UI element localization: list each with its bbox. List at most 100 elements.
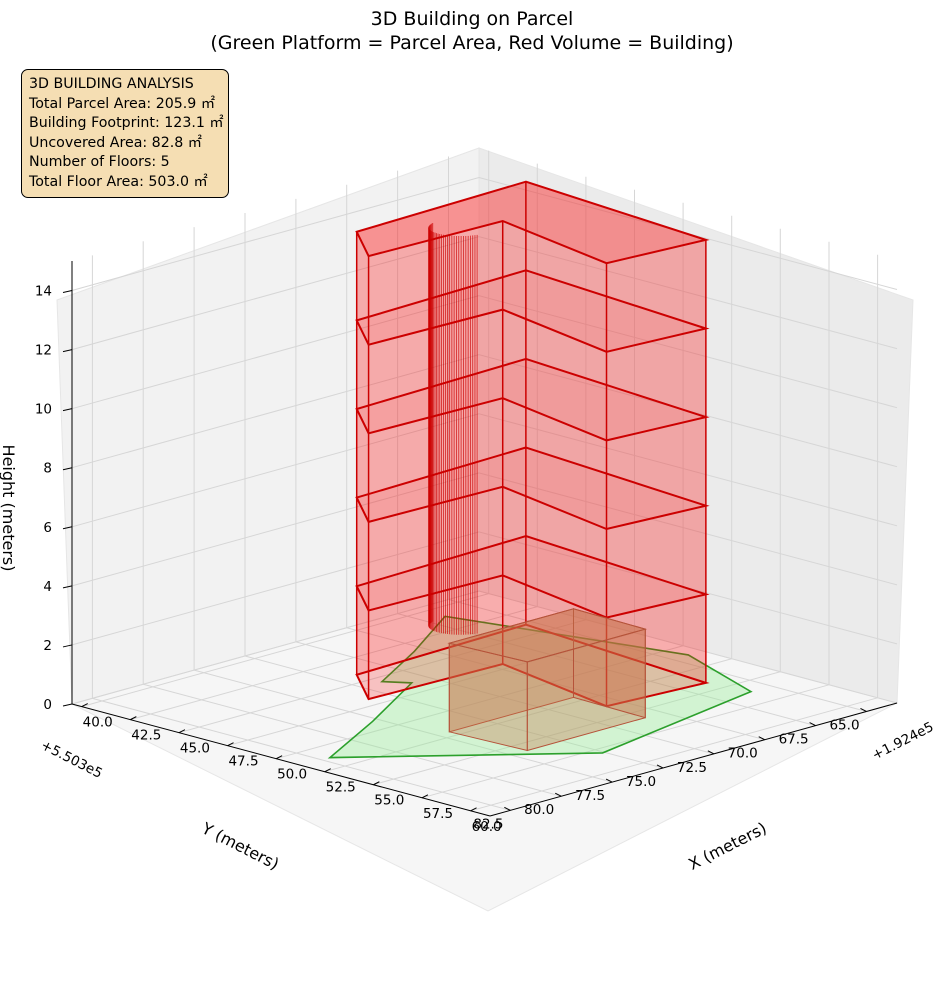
building-wall [356,231,369,345]
y-tick-label: 82.5 [473,816,503,832]
chart-title-line1: 3D Building on Parcel [371,8,574,30]
y-tick-mark [860,708,867,712]
x-tick-label: 40.0 [83,715,113,731]
building-wall [525,270,706,418]
z-tick-label: 12 [35,343,52,359]
info-line: Building Footprint: 123.1 ㎡ [29,115,224,132]
info-line: Total Parcel Area: 205.9 ㎡ [29,95,216,112]
z-gridline [71,295,898,410]
y-tick-label: 80.0 [524,802,554,818]
x-tick-label: 47.5 [228,754,258,770]
z-tick-label: 14 [35,284,52,300]
building-wall [525,536,706,683]
x-tick-label: 42.5 [131,728,161,744]
x-tick-mark [227,742,234,747]
axis-lines [71,261,898,817]
z-tick-label: 0 [43,697,52,713]
z-gridline [71,354,898,469]
y-tick-mark [656,764,664,769]
building-wall [368,575,503,700]
ground-block-top [447,608,648,663]
y-tick-mark [555,792,562,797]
z-tick-mark [62,644,73,648]
y-tick-label: 75.0 [626,774,656,790]
x-tick-label: 55.0 [374,793,404,809]
building-wall [356,497,369,611]
building-wall [525,181,706,329]
y-tick-label: 72.5 [677,760,707,776]
building-wall [356,320,369,434]
building-wall [368,486,503,611]
x-tick-label: 52.5 [326,780,356,796]
x-axis-label: X (meters) [685,818,769,874]
y-tick-mark [707,750,715,755]
z-tick-label: 10 [35,402,52,418]
z-tick-mark [62,349,73,353]
info-line: Number of Floors: 5 [29,154,170,171]
x-tick-mark [470,807,477,812]
y-tick-mark [504,806,511,811]
info-line: Total Floor Area: 503.0 ㎡ [29,173,208,190]
y-tick-label: 77.5 [575,788,605,804]
z-gridline [71,531,898,646]
chart-title-line2: (Green Platform = Parcel Area, Red Volum… [210,32,733,54]
building-wall [606,239,706,352]
building-wall [356,586,369,700]
z-gridline [71,590,898,705]
z-tick-mark [62,703,73,707]
y-tick-mark [605,778,613,783]
x-offset-label: +1.924e5 [870,719,937,764]
z-gridline [71,236,898,351]
z-tick-label: 2 [43,638,52,654]
z-tick-label: 8 [43,461,52,477]
y-axis-label: Y (meters) [198,818,282,873]
x-tick-mark [178,729,186,734]
y-tick-label: 67.5 [779,732,809,748]
z-tick-label: 4 [43,579,52,595]
z-tick-mark [62,585,73,589]
z-tick-label: 6 [43,520,52,536]
building-wall [525,358,706,506]
x-tick-mark [373,781,380,786]
z-tick-mark [62,467,73,471]
z-tick-mark [62,408,73,412]
x-tick-mark [324,768,331,773]
building-wall [368,398,503,522]
x-tick-mark [421,794,429,799]
z-gridline [71,413,898,528]
info-line: Uncovered Area: 82.8 ㎡ [29,134,202,151]
building-wall [606,594,706,707]
x-tick-label: 45.0 [180,741,210,757]
grid-lines [71,150,898,812]
z-gridline [71,472,898,587]
x-tick-mark [81,703,88,708]
x-tick-label: 60.0 [472,819,502,835]
y-offset-label: +5.503e5 [38,737,105,782]
building-wall [368,309,503,434]
info-heading: 3D BUILDING ANALYSIS [29,76,194,92]
x-tick-mark [275,755,283,760]
building-wall [606,505,706,618]
z-gridline [71,176,898,291]
y-tick-label: 65.0 [829,718,859,734]
y-axis-line [489,702,898,817]
axis-ticks: 40.0 42.5 45.0 47.5 50.0 52.5 55.0 57.5 60.0 65.0… [35,284,867,835]
y-tick-label: 70.0 [728,746,758,762]
z-axis-label: Height (meters) [0,445,18,572]
building-wall [368,221,503,345]
x-axis-line [71,703,491,817]
building-wall [606,328,706,441]
analysis-info-box: 3D BUILDING ANALYSIS Total Parcel Area: … [21,69,229,198]
x-tick-mark [130,716,137,721]
z-tick-mark [62,290,73,294]
x-tick-label: 57.5 [423,806,453,822]
building-wall [356,409,369,522]
y-tick-mark [809,722,816,727]
building-wall [525,447,706,595]
z-tick-mark [62,526,73,530]
building-layer [355,180,710,752]
building-wall [606,417,706,529]
axis-panes [56,147,914,912]
x-tick-label: 50.0 [277,767,307,783]
